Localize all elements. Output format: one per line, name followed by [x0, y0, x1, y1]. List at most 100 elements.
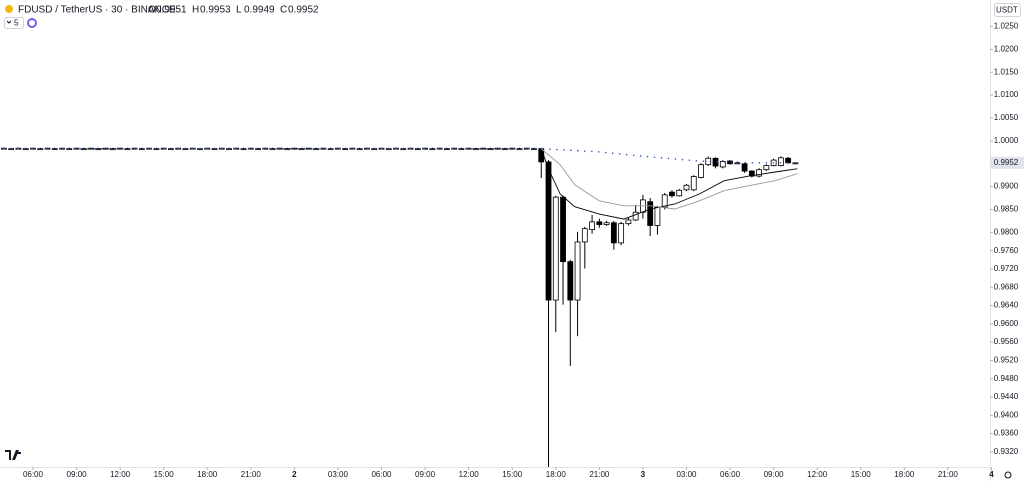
x-tick-label: 2	[292, 470, 297, 479]
candle-body	[276, 147, 283, 150]
moving-average	[540, 148, 798, 210]
y-tick-label: 0.9760	[994, 246, 1019, 255]
candle-body	[117, 147, 124, 150]
symbol-icon	[5, 5, 13, 13]
last-price-box	[991, 156, 1024, 169]
candle-body	[473, 148, 479, 151]
settings-icon[interactable]	[1004, 471, 1012, 479]
candle-body	[589, 221, 595, 231]
candle-body	[88, 147, 94, 150]
candle-body	[676, 189, 683, 197]
candle-body	[102, 147, 109, 150]
candle-body	[647, 201, 654, 226]
candle-body	[226, 148, 232, 151]
candle-body	[349, 147, 356, 150]
x-tick-label: 06:00	[23, 470, 44, 479]
candle-body	[748, 170, 755, 177]
candle-body	[305, 147, 312, 150]
candle-body	[777, 157, 784, 166]
candle-body	[698, 164, 704, 178]
candle-body	[44, 147, 51, 150]
candle-body	[168, 148, 174, 151]
candle-body	[422, 147, 428, 150]
candle-body	[233, 147, 240, 150]
candle-body	[574, 241, 581, 301]
candle-body	[218, 147, 225, 150]
candle-body	[284, 148, 291, 151]
candle-body	[741, 163, 748, 172]
currency-button[interactable]	[994, 3, 1021, 17]
x-tick-label: 15:00	[154, 470, 175, 479]
y-tick-label: 0.9520	[994, 356, 1019, 365]
y-tick-label: 0.9400	[994, 410, 1019, 419]
candle-body	[109, 148, 116, 151]
candle-body	[625, 219, 632, 225]
candle-body	[364, 147, 370, 150]
legend-value: 0.9951	[156, 5, 187, 16]
indicator-count: 5	[14, 19, 19, 28]
candle-body	[727, 160, 733, 165]
candle-body	[436, 147, 443, 150]
legend-key: H	[192, 5, 199, 16]
indicator-icon	[27, 18, 37, 28]
x-tick-label: 21:00	[241, 470, 262, 479]
x-tick-label: 09:00	[67, 470, 88, 479]
x-tick-label: 21:00	[938, 470, 959, 479]
y-tick-label: 1.0150	[994, 67, 1019, 76]
candle-body	[712, 157, 719, 167]
candle-body	[153, 148, 160, 151]
candle-body	[719, 161, 726, 168]
candle-body	[618, 223, 625, 244]
x-tick-label: 4	[989, 470, 994, 479]
x-tick-label: 12:00	[807, 470, 828, 479]
last-price-label: 0.9952	[994, 158, 1019, 167]
y-tick-label: 0.9640	[994, 301, 1019, 310]
candle-body	[567, 261, 574, 301]
candle-body	[690, 176, 697, 191]
candle-body	[661, 194, 668, 208]
y-tick-label: 1.0100	[994, 90, 1019, 99]
y-tick-label: 0.9900	[994, 182, 1019, 191]
candle-body	[487, 148, 494, 151]
y-tick-label: 1.0000	[994, 136, 1019, 145]
x-tick-label: 18:00	[197, 470, 218, 479]
legend-value: 0.9949	[244, 5, 275, 16]
candle-body	[73, 147, 80, 150]
x-tick-label: 15:00	[502, 470, 523, 479]
y-tick-label: 1.0050	[994, 113, 1019, 122]
chevron	[6, 20, 12, 24]
candle-body	[240, 148, 247, 151]
candle-body	[763, 165, 770, 171]
candle-body	[30, 147, 36, 150]
y-tick-label: 0.9800	[994, 227, 1019, 236]
candle-body	[552, 196, 559, 301]
candle-body	[22, 148, 29, 151]
x-tick-label: 18:00	[894, 470, 915, 479]
candle-body	[494, 147, 501, 150]
legend-value: 0.9953	[200, 5, 231, 16]
candle-body	[785, 157, 792, 164]
indicator-toggle[interactable]	[4, 17, 24, 29]
x-tick-label: 18:00	[546, 470, 567, 479]
candle-body	[342, 148, 349, 151]
candle-body	[669, 191, 675, 197]
candle-body	[756, 169, 762, 177]
x-tick-label: 03:00	[676, 470, 697, 479]
candle-body	[37, 148, 44, 151]
x-tick-label: 06:00	[371, 470, 392, 479]
dotted-line	[3, 147, 798, 164]
y-tick-label: 0.9480	[994, 374, 1019, 383]
candle-body	[269, 148, 276, 151]
candle-body	[465, 147, 472, 150]
candle-body	[414, 148, 421, 151]
candle-body	[792, 162, 799, 165]
chart-title: FDUSD / TetherUS · 30 · BINANCE	[18, 5, 176, 16]
x-tick-label: 06:00	[720, 470, 741, 479]
currency-label: USDT	[996, 6, 1018, 15]
candle-body	[596, 221, 603, 225]
y-tick-label: 0.9600	[994, 319, 1019, 328]
candle-body	[560, 196, 566, 263]
x-tick-label: 3	[641, 470, 646, 479]
candle-body	[313, 148, 320, 151]
